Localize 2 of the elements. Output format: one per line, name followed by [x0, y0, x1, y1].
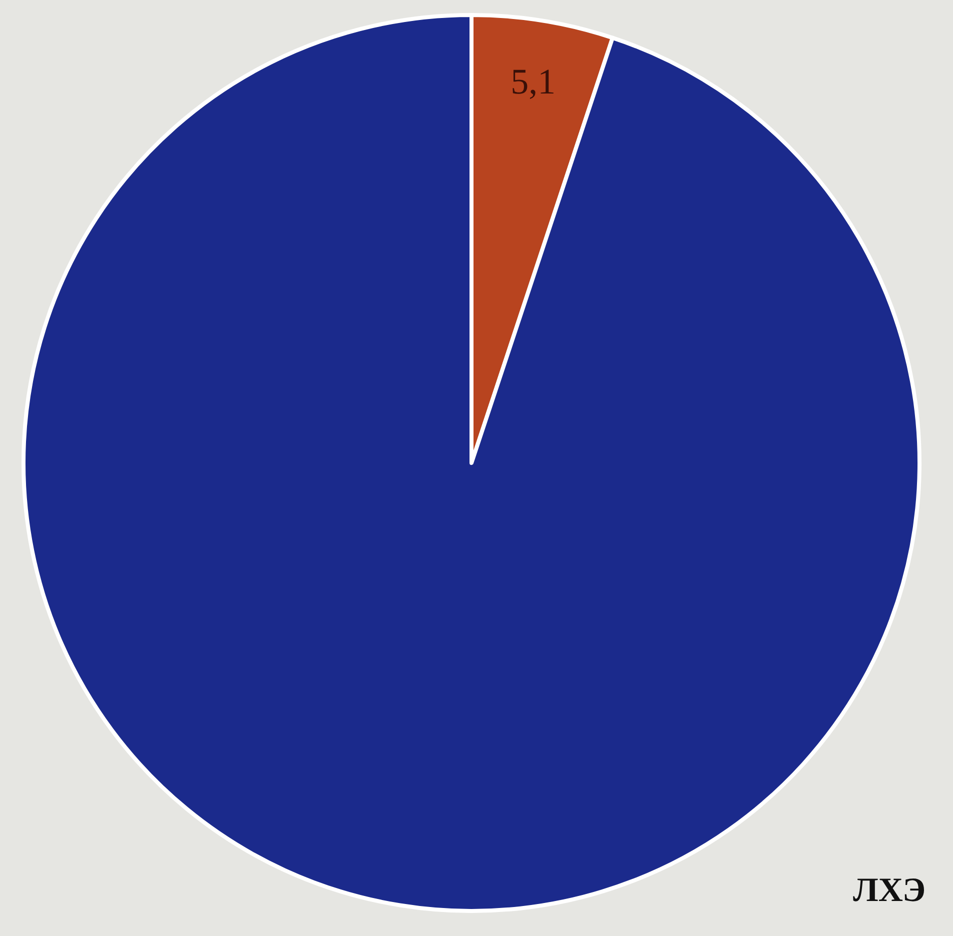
text: ЛХЭ: [853, 872, 926, 909]
data-label: 5,1: [510, 62, 556, 102]
